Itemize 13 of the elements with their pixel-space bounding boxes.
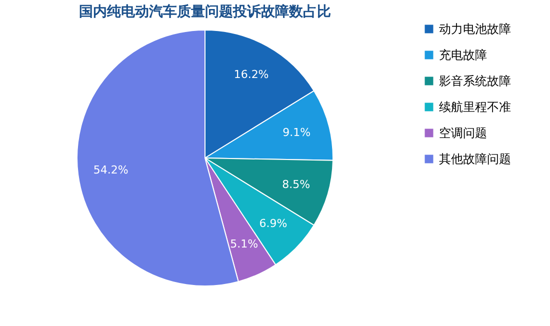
legend-label: 其他故障问题 xyxy=(439,152,511,166)
legend-label: 空调问题 xyxy=(439,126,487,140)
data-label: 6.9% xyxy=(259,217,288,230)
legend-label: 充电故障 xyxy=(439,48,487,62)
legend-label: 动力电池故障 xyxy=(439,22,511,36)
data-label: 5.1% xyxy=(230,238,258,251)
data-label: 54.2% xyxy=(93,164,128,176)
data-label: 9.1% xyxy=(282,126,311,139)
data-label: 8.5% xyxy=(282,178,310,191)
legend-label: 影音系统故障 xyxy=(439,74,511,88)
chart-title: 国内纯电动汽车质量问题投诉故障数占比 xyxy=(79,3,331,20)
legend-label: 续航里程不准 xyxy=(439,100,511,114)
data-label: 16.2% xyxy=(234,68,269,82)
